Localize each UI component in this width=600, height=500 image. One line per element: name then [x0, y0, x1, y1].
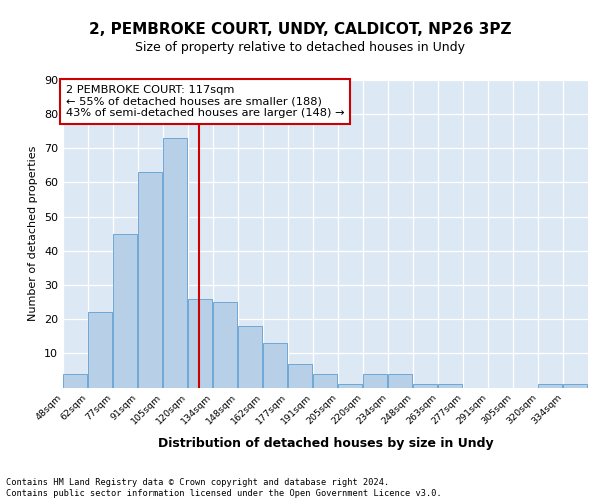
Bar: [63, 374, 87, 388]
Bar: [113, 234, 137, 388]
Bar: [88, 312, 112, 388]
Bar: [538, 384, 562, 388]
Y-axis label: Number of detached properties: Number of detached properties: [28, 146, 38, 322]
Text: 2, PEMBROKE COURT, UNDY, CALDICOT, NP26 3PZ: 2, PEMBROKE COURT, UNDY, CALDICOT, NP26 …: [89, 22, 511, 38]
Bar: [438, 384, 462, 388]
Bar: [238, 326, 262, 388]
Bar: [388, 374, 412, 388]
Bar: [563, 384, 587, 388]
Bar: [338, 384, 362, 388]
Bar: [313, 374, 337, 388]
Bar: [188, 298, 212, 388]
Bar: [363, 374, 387, 388]
Text: Size of property relative to detached houses in Undy: Size of property relative to detached ho…: [135, 41, 465, 54]
Text: Contains HM Land Registry data © Crown copyright and database right 2024.
Contai: Contains HM Land Registry data © Crown c…: [6, 478, 442, 498]
Bar: [138, 172, 162, 388]
Bar: [213, 302, 237, 388]
Bar: [413, 384, 437, 388]
Bar: [288, 364, 312, 388]
Text: 2 PEMBROKE COURT: 117sqm
← 55% of detached houses are smaller (188)
43% of semi-: 2 PEMBROKE COURT: 117sqm ← 55% of detach…: [65, 84, 344, 118]
Bar: [263, 343, 287, 388]
Bar: [163, 138, 187, 388]
X-axis label: Distribution of detached houses by size in Undy: Distribution of detached houses by size …: [158, 437, 493, 450]
